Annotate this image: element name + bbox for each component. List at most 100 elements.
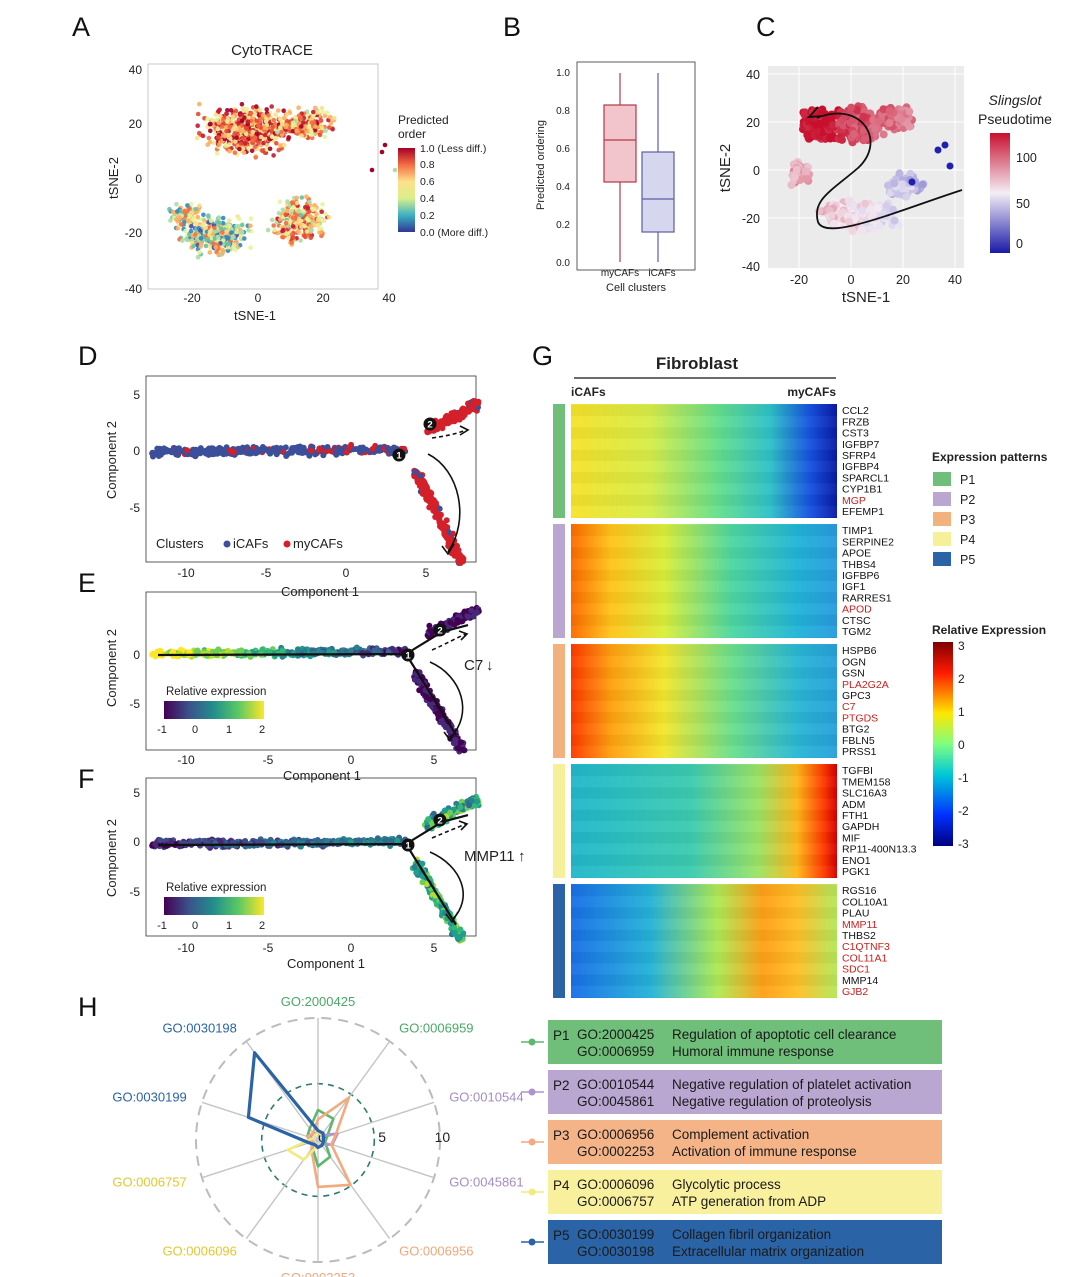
panel-a-cell: [168, 218, 173, 223]
panel-a-cell: [290, 128, 296, 134]
trajectory-node-label: 2: [427, 420, 432, 431]
panel-a-xticks: -20 0 20 40: [183, 291, 396, 305]
panel-a-cell: [208, 128, 213, 134]
panel-a-cell: [277, 199, 283, 204]
panel-c-ytick: -40: [742, 260, 760, 274]
panel-c-ytick: -20: [742, 212, 760, 226]
panel-c-cell: [803, 130, 812, 139]
panel-a-xtick: 0: [255, 291, 262, 305]
panel-a-cell: [272, 227, 278, 233]
panel-a-cell: [237, 146, 242, 152]
panel-a-cell: [290, 120, 296, 126]
panel-e-cell: [353, 644, 360, 651]
panel-d-cell: [316, 445, 323, 452]
panel-a-cell: [294, 200, 300, 206]
panel-a-cell: [216, 120, 222, 126]
panel-d-cell: [206, 445, 212, 452]
panel-f-cell: [291, 837, 298, 844]
panel-a-cell: [253, 104, 259, 109]
panel-a-cell: [210, 117, 215, 122]
panel-a-cell: [208, 218, 214, 224]
panel-a-cell: [299, 195, 305, 200]
panel-letter-f: F: [78, 764, 95, 794]
panel-a-cell: [294, 195, 300, 201]
panel-a-cell: [265, 227, 271, 233]
panel-a-cell: [238, 141, 244, 146]
panel-a-title: CytoTRACE: [231, 42, 313, 59]
panel-c-legend-title-1: Slingslot: [989, 92, 1043, 108]
panel-a-cell: [211, 140, 217, 146]
panel-a-cell: [267, 146, 273, 152]
panel-a-cell: [282, 115, 287, 121]
panel-d-cell: [247, 447, 254, 454]
panel-b-xtick: iCAFs: [648, 268, 675, 279]
panel-a-cell: [195, 111, 201, 117]
panel-a-cell: [299, 133, 304, 138]
panel-d-cell: [473, 400, 480, 407]
panel-a-cell: [242, 236, 247, 241]
panel-c-cell: [850, 130, 859, 139]
panel-a-cell: [271, 117, 277, 123]
panel-a-cell: [254, 118, 259, 124]
trajectory-node-label: 1: [405, 651, 411, 662]
panel-a-cell: [224, 128, 229, 134]
panel-a-cell: [234, 135, 239, 140]
panel-a-cell: [246, 228, 251, 233]
panel-a-cell: [184, 237, 190, 243]
panel-a-cell: [189, 223, 194, 229]
panel-letter-b: B: [503, 12, 521, 42]
panel-c-cell: [860, 134, 869, 143]
panel-b-ytick: 0.6: [556, 144, 570, 155]
panel-a-cell: [243, 141, 248, 146]
panel-a-cell: [285, 199, 290, 204]
panel-a-cell: [254, 131, 259, 137]
panel-a-cell: [327, 114, 333, 120]
panel-f-cell: [157, 837, 164, 844]
panel-c-cell: [829, 219, 838, 228]
panel-a-cell: [300, 222, 306, 228]
panel-a-cell: [233, 108, 239, 114]
panel-a-cell: [307, 199, 312, 205]
panel-e-gene-arrow: ↓: [486, 657, 494, 674]
panel-a-cbar-tick: 0.4: [420, 193, 435, 205]
panel-a-cell: [206, 213, 211, 218]
panel-a-cell: [227, 148, 232, 154]
panel-a-cell: [298, 213, 304, 218]
panel-c-cell: [802, 174, 811, 183]
panel-a-cell: [296, 217, 302, 222]
panel-e-trajectory-cells: 12: [149, 604, 482, 755]
panel-a-cell: [220, 230, 225, 235]
panel-a-cell: [258, 134, 264, 140]
panel-a-cell: [252, 144, 258, 150]
panel-d-xticks: -10 -5 0 5: [177, 566, 429, 580]
panel-a-cell: [319, 129, 324, 134]
panel-a-cell: [234, 229, 239, 235]
panel-c-cbar-tick: 100: [1016, 151, 1037, 165]
panel-c-cell: [828, 121, 837, 130]
panel-b-ytick: 1.0: [556, 68, 570, 79]
panel-a-cell: [188, 228, 194, 234]
panel-a-cell: [197, 101, 202, 107]
panel-a-cell: [225, 108, 230, 113]
panel-d-cell: [418, 484, 425, 491]
panel-a-cell: [264, 107, 270, 112]
panel-d-cell: [289, 445, 296, 452]
panel-e: E 12 C7 ↓ 0 -5 -10 -5 0 5 Component 1 Co…: [78, 568, 494, 783]
panel-d-cell: [209, 451, 216, 458]
panel-e-cell: [452, 736, 459, 743]
panel-letter-e: E: [78, 568, 96, 598]
panel-a-cell: [231, 234, 236, 240]
panel-a-scatter: [167, 101, 398, 260]
trajectory-node-label: 1: [396, 451, 402, 462]
panel-a-cell: [274, 140, 279, 146]
panel-e-cell: [464, 614, 471, 620]
panel-a-cell: [319, 229, 324, 235]
panel-e-ytick: -5: [129, 697, 140, 711]
panel-a-cell: [255, 123, 261, 128]
panel-c-cell: [861, 199, 870, 208]
panel-b-ylabel: Predicted ordering: [535, 120, 547, 210]
panel-c-cell: [871, 125, 880, 134]
panel-a-cell: [280, 234, 285, 240]
panel-d-ytick: 0: [133, 444, 140, 458]
panel-d-cell: [440, 520, 447, 527]
